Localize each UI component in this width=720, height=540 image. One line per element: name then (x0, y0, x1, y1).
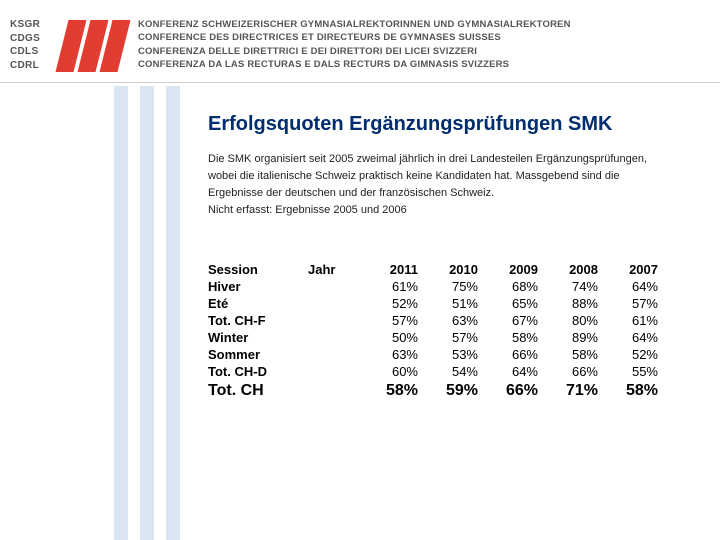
org-name-line: CONFERENZA DELLE DIRETTRICI E DEI DIRETT… (138, 45, 571, 58)
cell: 61% (608, 312, 668, 329)
abbrev: CDGS (10, 32, 52, 46)
col-year: 2007 (608, 261, 668, 278)
cell: 55% (608, 363, 668, 380)
cell: 60% (368, 363, 428, 380)
cell: 59% (428, 380, 488, 401)
header: KSGR CDGS CDLS CDRL KONFERENZ SCHWEIZERI… (0, 0, 720, 72)
org-abbreviations: KSGR CDGS CDLS CDRL (10, 18, 52, 72)
cell: 52% (608, 346, 668, 363)
table-row: Sommer 63% 53% 66% 58% 52% (208, 346, 668, 363)
abbrev: CDLS (10, 45, 52, 59)
abbrev: KSGR (10, 18, 52, 32)
row-label: Winter (208, 329, 308, 346)
cell: 89% (548, 329, 608, 346)
cell: 64% (608, 329, 668, 346)
cell: 88% (548, 295, 608, 312)
intro-line: Die SMK organisiert seit 2005 zweimal jä… (208, 152, 680, 167)
cell: 68% (488, 278, 548, 295)
col-year: 2009 (488, 261, 548, 278)
logo-icon (62, 20, 124, 72)
org-name-line: KONFERENZ SCHWEIZERISCHER GYMNASIALREKTO… (138, 18, 571, 31)
cell: 63% (368, 346, 428, 363)
abbrev: CDRL (10, 59, 52, 73)
cell: 74% (548, 278, 608, 295)
cell-empty (308, 278, 368, 295)
cell: 66% (488, 380, 548, 401)
cell: 80% (548, 312, 608, 329)
table-total-row: Tot. CH 58% 59% 66% 71% 58% (208, 380, 668, 401)
cell: 57% (368, 312, 428, 329)
table-header-row: Session Jahr 2011 2010 2009 2008 2007 (208, 261, 668, 278)
cell: 58% (488, 329, 548, 346)
cell-empty (308, 329, 368, 346)
cell: 66% (488, 346, 548, 363)
cell: 64% (488, 363, 548, 380)
row-label: Tot. CH (208, 380, 308, 401)
content: Erfolgsquoten Ergänzungsprüfungen SMK Di… (0, 83, 720, 401)
col-jahr: Jahr (308, 261, 368, 278)
page-title: Erfolgsquoten Ergänzungsprüfungen SMK (208, 113, 680, 136)
cell: 57% (608, 295, 668, 312)
row-label: Tot. CH-F (208, 312, 308, 329)
table-row: Winter 50% 57% 58% 89% 64% (208, 329, 668, 346)
org-name-line: CONFERENCE DES DIRECTRICES ET DIRECTEURS… (138, 31, 571, 44)
cell-empty (308, 363, 368, 380)
cell: 61% (368, 278, 428, 295)
cell: 54% (428, 363, 488, 380)
row-label: Eté (208, 295, 308, 312)
table-row: Hiver 61% 75% 68% 74% 64% (208, 278, 668, 295)
cell-empty (308, 380, 368, 401)
cell: 52% (368, 295, 428, 312)
cell-empty (308, 346, 368, 363)
cell: 63% (428, 312, 488, 329)
cell: 51% (428, 295, 488, 312)
col-year: 2010 (428, 261, 488, 278)
cell: 58% (608, 380, 668, 401)
org-name-line: CONFERENZA DA LAS RECTURAS E DALS RECTUR… (138, 58, 571, 71)
cell: 64% (608, 278, 668, 295)
cell: 75% (428, 278, 488, 295)
cell-empty (308, 295, 368, 312)
table-row: Eté 52% 51% 65% 88% 57% (208, 295, 668, 312)
row-label: Tot. CH-D (208, 363, 308, 380)
cell: 58% (548, 346, 608, 363)
intro-line: wobei die italienische Schweiz praktisch… (208, 169, 680, 184)
col-year: 2011 (368, 261, 428, 278)
table-row: Tot. CH-D 60% 54% 64% 66% 55% (208, 363, 668, 380)
results-table: Session Jahr 2011 2010 2009 2008 2007 Hi… (208, 261, 680, 401)
row-label: Hiver (208, 278, 308, 295)
cell: 50% (368, 329, 428, 346)
cell: 71% (548, 380, 608, 401)
col-year: 2008 (548, 261, 608, 278)
cell: 66% (548, 363, 608, 380)
cell: 67% (488, 312, 548, 329)
org-names: KONFERENZ SCHWEIZERISCHER GYMNASIALREKTO… (138, 18, 571, 71)
cell: 65% (488, 295, 548, 312)
row-label: Sommer (208, 346, 308, 363)
cell: 58% (368, 380, 428, 401)
table-row: Tot. CH-F 57% 63% 67% 80% 61% (208, 312, 668, 329)
col-session: Session (208, 261, 308, 278)
table: Session Jahr 2011 2010 2009 2008 2007 Hi… (208, 261, 668, 401)
cell-empty (308, 312, 368, 329)
cell: 53% (428, 346, 488, 363)
intro-line: Ergebnisse der deutschen und der französ… (208, 186, 680, 201)
intro-line: Nicht erfasst: Ergebnisse 2005 und 2006 (208, 203, 680, 218)
cell: 57% (428, 329, 488, 346)
